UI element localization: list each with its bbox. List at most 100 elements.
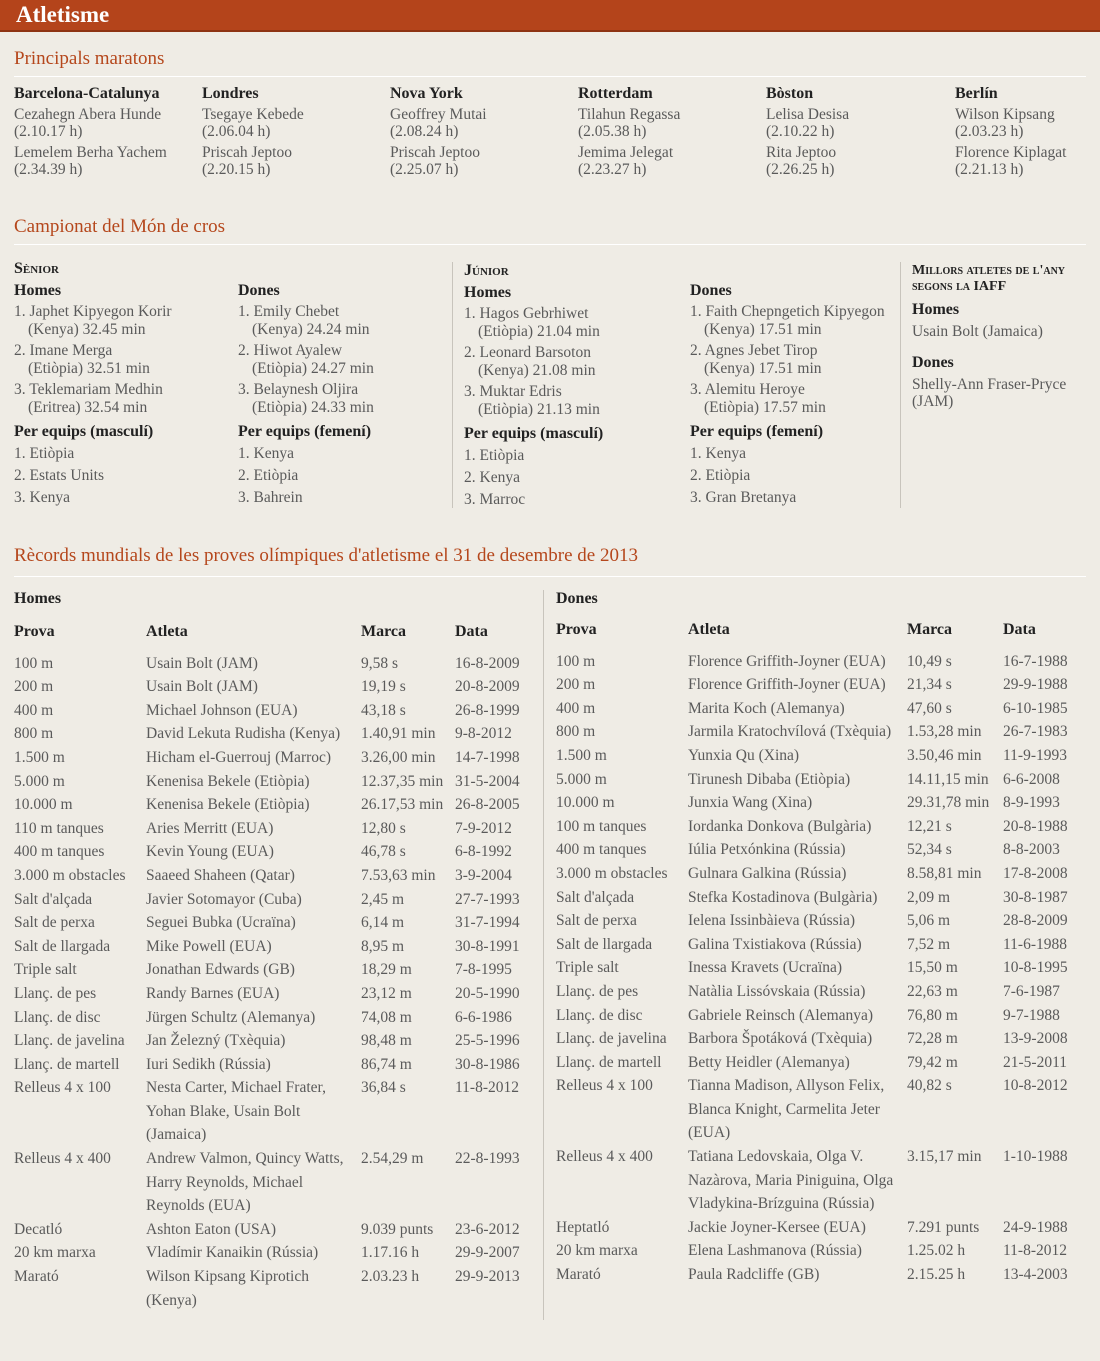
cross-title: Campionat del Món de cros (14, 216, 226, 237)
table-row: Heptatló Jackie Joyner-Kersee (EUA) 7.291 … (556, 1216, 1096, 1240)
date-cell: 30-8-1991 (455, 937, 520, 955)
mark-cell: 1.40,91 min (361, 725, 436, 743)
athlete-cell: Tatiana Ledovskaia, Olga V. Nazàrova, Ma… (688, 1148, 894, 1213)
marathons-title: Principals maratons (14, 48, 165, 69)
athlete-cell: Betty Heidler (Alemanya) (688, 1053, 850, 1071)
event-cell: Llanç. de pes (14, 984, 97, 1002)
table-row: Relleus 4 x 400 Andrew Valmon, Quincy Wat… (14, 1147, 544, 1218)
men-time: (2.08.24 h) (390, 123, 459, 140)
column-header: Prova (14, 623, 55, 640)
athlete-result: (Etiòpia) 21.13 min (478, 401, 600, 418)
event-cell: Llanç. de martell (14, 1055, 120, 1073)
date-cell: 11-6-1988 (1003, 935, 1067, 953)
team-item: 3. Marroc (464, 491, 526, 508)
ranking-item: 1. Faith Chepngetich Kipyegon (Kenya) 17.… (690, 303, 900, 339)
table-row: 800 m Jarmila Kratochvílová (Txèquia) 1.53… (556, 720, 1096, 744)
mark-cell: 2.54,29 m (361, 1150, 424, 1168)
mark-cell: 18,29 m (361, 961, 412, 979)
event-cell: Marató (556, 1266, 601, 1284)
athlete-result: (Eritrea) 32.54 min (28, 399, 148, 416)
athlete-cell: Junxia Wang (Xina) (688, 794, 813, 812)
athlete-cell: Andrew Valmon, Quincy Watts, Harry Reyno… (146, 1150, 344, 1215)
table-row: 10.000 m Junxia Wang (Xina) 29.31,78 min 8-… (556, 791, 1096, 815)
athlete-result: (Etiòpia) 17.57 min (704, 399, 826, 416)
mark-cell: 9.039 punts (361, 1220, 434, 1238)
mark-cell: 7.53,63 min (361, 866, 436, 884)
athlete-cell: Michael Johnson (EUA) (146, 701, 298, 719)
page-title: Atletisme (16, 2, 110, 27)
table-row: 800 m David Lekuta Rudisha (Kenya) 1.40,91… (14, 722, 544, 746)
athlete-cell: Ielena Issinbàieva (Rússia) (688, 912, 855, 930)
date-cell: 16-7-1988 (1003, 652, 1068, 670)
table-row: Decatló Ashton Eaton (USA) 9.039 punts 23-6… (14, 1218, 544, 1242)
athlete-cell: Jonathan Edwards (GB) (146, 961, 295, 979)
mark-cell: 76,80 m (907, 1006, 958, 1024)
cross-junior-women: Dones 1. Faith Chepngetich Kipyegon (Kenya… (690, 282, 900, 507)
table-row: Llanç. de disc Jürgen Schultz (Alemanya) 7… (14, 1006, 544, 1030)
date-cell: 26-8-2005 (455, 796, 520, 814)
mark-cell: 2,09 m (907, 888, 951, 906)
city-name: Rotterdam (578, 85, 653, 102)
team-item: 3. Bahrein (238, 489, 303, 506)
date-cell: 10-8-2012 (1003, 1077, 1068, 1095)
date-cell: 11-8-2012 (1003, 1242, 1067, 1260)
women-time: (2.20.15 h) (202, 161, 271, 178)
ranking-item: 2. Agnes Jebet Tirop (Kenya) 17.51 min (690, 342, 900, 378)
date-cell: 26-7-1983 (1003, 723, 1068, 741)
event-cell: Salt de perxa (14, 914, 95, 932)
table-row: 200 m Usain Bolt (JAM) 19,19 s 20-8-2009 (14, 675, 544, 699)
men-time: (2.06.04 h) (202, 123, 271, 140)
divider (14, 76, 1086, 77)
event-cell: 5.000 m (14, 772, 65, 790)
ranking-item: 2. Hiwot Ayalew (Etiòpia) 24.27 min (238, 342, 448, 378)
athlete-name: 3. Muktar Edris (464, 383, 562, 400)
event-cell: Salt de llargada (14, 937, 111, 955)
mark-cell: 1.17.16 h (361, 1244, 420, 1262)
event-cell: Salt d'alçada (14, 890, 93, 908)
mark-cell: 74,08 m (361, 1008, 412, 1026)
event-cell: 800 m (556, 723, 596, 741)
athlete-result: (Etiòpia) 24.27 min (252, 360, 374, 377)
athlete-cell: Iuri Sedikh (Rússia) (146, 1055, 271, 1073)
event-cell: Decatló (14, 1220, 63, 1238)
junior-label: Júnior (464, 262, 509, 279)
event-cell: 400 m (14, 701, 54, 719)
mark-cell: 19,19 s (361, 678, 406, 696)
mark-cell: 12,21 s (907, 817, 952, 835)
women-winner: Priscah Jeptoo (202, 144, 292, 161)
table-row: Salt de llargada Mike Powell (EUA) 8,95 m 3… (14, 935, 544, 959)
date-cell: 6-6-2008 (1003, 770, 1060, 788)
athlete-cell: Natàlia Lissóvskaia (Rússia) (688, 982, 866, 1000)
date-cell: 27-7-1993 (455, 890, 520, 908)
mark-cell: 2.03.23 h (361, 1268, 420, 1286)
women-time: (2.21.13 h) (955, 161, 1024, 178)
athlete-cell: Jürgen Schultz (Alemanya) (146, 1008, 316, 1026)
mark-cell: 79,42 m (907, 1053, 958, 1071)
divider (14, 244, 1086, 245)
column-header: Atleta (146, 623, 188, 640)
athlete-cell: Kenenisa Bekele (Etiòpia) (146, 772, 310, 790)
men-winner: Tsegaye Kebede (202, 106, 304, 123)
date-cell: 29-9-2007 (455, 1244, 520, 1262)
athlete-cell: Florence Griffith-Joyner (EUA) (688, 652, 886, 670)
athlete-cell: Randy Barnes (EUA) (146, 984, 280, 1002)
event-cell: Llanç. de disc (556, 1006, 643, 1024)
date-cell: 11-9-1993 (1003, 746, 1067, 764)
athlete-cell: Marita Koch (Alemanya) (688, 699, 845, 717)
event-cell: Relleus 4 x 400 (14, 1150, 111, 1168)
team-item: 2. Etiòpia (690, 467, 751, 484)
table-row: 200 m Florence Griffith-Joyner (EUA) 21,34… (556, 673, 1096, 697)
athlete-name: 2. Imane Merga (14, 342, 113, 359)
date-cell: 23-6-2012 (455, 1220, 520, 1238)
event-cell: Salt d'alçada (556, 888, 635, 906)
date-cell: 31-7-1994 (455, 914, 520, 932)
date-cell: 30-8-1986 (455, 1055, 520, 1073)
men-time: (2.03.23 h) (955, 123, 1024, 140)
event-cell: Llanç. de javelina (14, 1032, 125, 1050)
table-row: Relleus 4 x 100 Nesta Carter, Michael Fra… (14, 1076, 544, 1147)
athlete-cell: Stefka Kostadinova (Bulgària) (688, 888, 878, 906)
men-winner: Cezahegn Abera Hunde (14, 106, 162, 123)
athlete-cell: Jackie Joyner-Kersee (EUA) (688, 1218, 866, 1236)
date-cell: 20-8-2009 (455, 678, 520, 696)
athlete-cell: Jan Železný (Txèquia) (146, 1032, 286, 1050)
